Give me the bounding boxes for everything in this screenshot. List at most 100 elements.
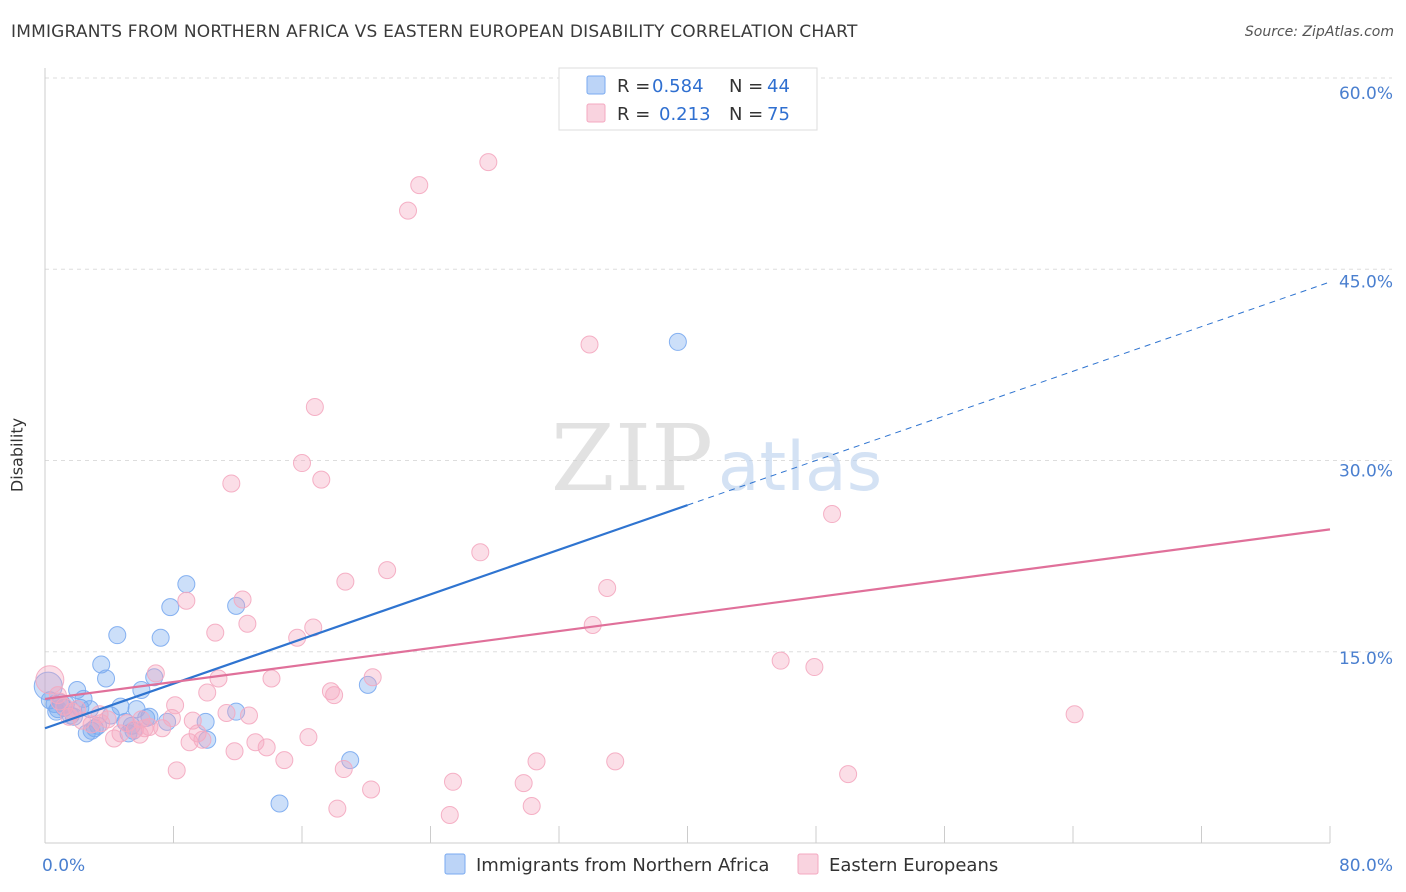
data-point	[227, 596, 246, 615]
data-point	[180, 733, 199, 752]
y-tick-label: 30.0%	[1339, 462, 1393, 482]
data-point	[177, 591, 196, 610]
data-point	[479, 153, 498, 172]
data-point	[471, 543, 490, 562]
data-point	[238, 614, 257, 633]
data-point	[270, 794, 289, 813]
data-point	[111, 724, 130, 743]
grid-lines	[45, 77, 1392, 653]
data-point	[92, 655, 111, 674]
data-point	[1065, 705, 1084, 724]
data-point	[293, 454, 311, 473]
data-point	[177, 575, 196, 594]
data-point	[257, 738, 276, 757]
chart-title: IMMIGRANTS FROM NORTHERN AFRICA VS EASTE…	[11, 22, 858, 42]
data-point	[217, 703, 236, 722]
source-label: Source: ZipAtlas.com	[1244, 24, 1394, 40]
legend-swatch	[586, 103, 606, 123]
x-tick-label: 0.0%	[42, 856, 85, 876]
data-point	[580, 335, 599, 354]
legend-n-value: 44	[767, 76, 790, 97]
data-point	[262, 669, 281, 688]
data-point	[514, 774, 533, 793]
data-point	[130, 725, 149, 744]
data-point	[362, 780, 381, 799]
data-point	[299, 728, 318, 747]
series-eastern-europeans-points	[35, 153, 1084, 824]
trend-lines	[44, 281, 1331, 730]
data-point	[399, 201, 418, 220]
data-point	[312, 470, 331, 489]
data-point	[125, 720, 144, 739]
data-point	[135, 719, 154, 738]
data-point	[378, 561, 397, 580]
legend-r-value: 0.584	[652, 76, 704, 97]
x-tick-label: 80.0%	[1339, 856, 1393, 876]
data-point	[440, 805, 459, 824]
data-point	[222, 474, 241, 493]
y-tick-labels: 15.0% 30.0% 45.0% 60.0%	[1339, 84, 1393, 669]
data-point	[198, 683, 217, 702]
data-point	[246, 733, 265, 752]
data-point	[839, 765, 858, 784]
data-point	[336, 572, 355, 591]
data-point	[92, 714, 111, 733]
data-point	[151, 628, 170, 647]
legend-n-value: 75	[767, 104, 790, 125]
y-tick-label: 15.0%	[1339, 649, 1393, 669]
data-point	[443, 772, 462, 791]
data-point	[328, 799, 347, 818]
data-point	[341, 751, 360, 770]
data-point	[598, 579, 617, 597]
trend-line	[44, 528, 1331, 701]
legend-series: Immigrants from Northern Africa Eastern E…	[444, 853, 998, 876]
data-point	[108, 626, 127, 645]
data-point	[146, 664, 165, 683]
data-point	[233, 590, 252, 609]
data-point	[325, 686, 344, 705]
data-point	[823, 505, 842, 524]
axes	[44, 68, 1331, 844]
data-point	[363, 668, 382, 687]
data-point	[305, 397, 324, 416]
legend-series-name: Immigrants from Northern Africa	[476, 855, 769, 876]
y-tick-label: 45.0%	[1339, 272, 1393, 292]
data-point	[161, 598, 180, 617]
data-point	[275, 751, 294, 770]
data-points	[33, 153, 1084, 824]
trend-line-extension	[687, 281, 1331, 506]
data-point	[771, 651, 790, 670]
watermark: ZIP atlas	[551, 405, 882, 512]
legend-swatch	[586, 75, 606, 95]
data-point	[527, 752, 546, 771]
legend-n-label: N =	[729, 104, 763, 125]
data-point	[209, 669, 228, 688]
legend-series-swatch	[444, 853, 466, 875]
watermark-atlas: atlas	[718, 428, 882, 507]
data-point	[206, 623, 225, 642]
legend-series-swatch	[797, 853, 819, 875]
trend-line	[44, 504, 688, 730]
data-point	[606, 752, 625, 771]
legend-n-label: N =	[729, 76, 763, 97]
data-point	[167, 761, 186, 780]
y-tick-label: 60.0%	[1339, 84, 1393, 104]
data-point	[198, 730, 217, 749]
data-point	[522, 797, 541, 816]
data-point	[239, 706, 258, 725]
data-point	[334, 760, 353, 779]
data-point	[668, 332, 687, 351]
legend-r-value: 0.213	[659, 104, 711, 125]
data-point	[805, 658, 824, 677]
x-tick-labels: 0.0% 80.0%	[42, 856, 1393, 876]
watermark-zip: ZIP	[551, 405, 713, 512]
legend-r-label: R =	[617, 76, 650, 97]
data-point	[166, 696, 185, 715]
legend-r-label: R =	[617, 104, 650, 125]
data-point	[410, 176, 429, 195]
data-point	[225, 742, 244, 761]
legend-stats: R = 0.584 N = 44 R = 0.213 N = 75	[558, 67, 818, 131]
data-point	[97, 669, 116, 688]
legend-series-name: Eastern Europeans	[829, 855, 998, 876]
